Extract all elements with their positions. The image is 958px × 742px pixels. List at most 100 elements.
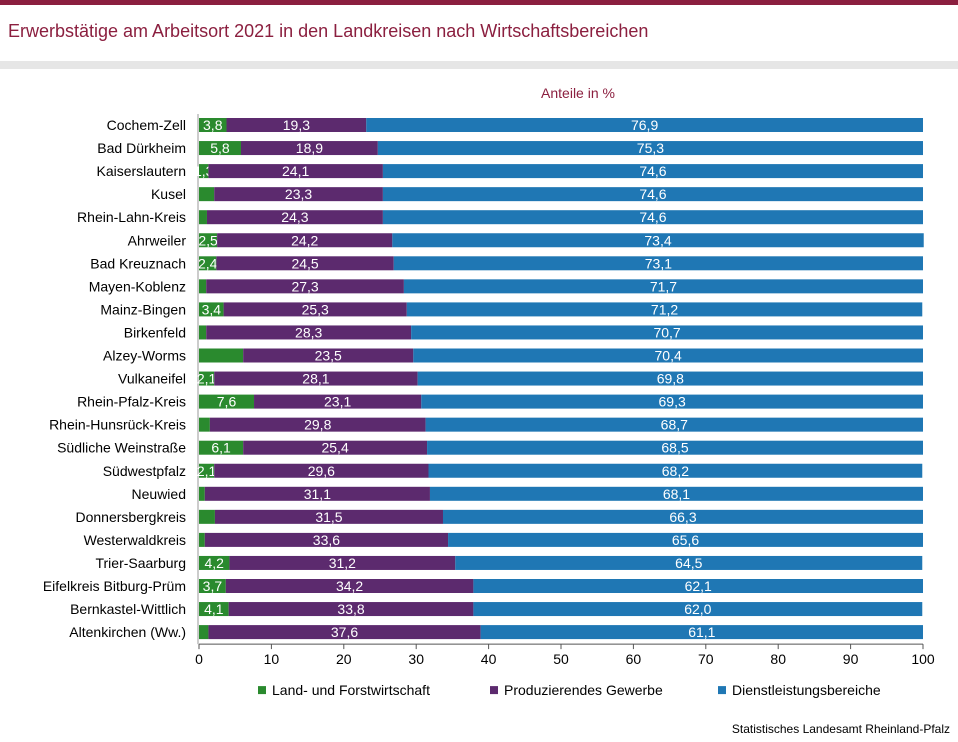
bar-segment xyxy=(382,164,923,179)
bar-segment xyxy=(208,164,383,179)
bar-segment xyxy=(199,555,230,570)
x-tick-label: 80 xyxy=(770,651,786,667)
bar-segment xyxy=(442,509,923,524)
data-label: 65,6 xyxy=(672,532,699,548)
data-label: 24,2 xyxy=(291,232,318,248)
data-label: 73,4 xyxy=(644,232,671,248)
legend-swatch xyxy=(258,686,266,695)
bar-segment xyxy=(427,440,923,455)
category-label: Rhein-Lahn-Kreis xyxy=(77,209,186,225)
bar-segment xyxy=(480,625,923,640)
x-tick-label: 60 xyxy=(626,651,642,667)
bar-segment xyxy=(411,325,923,340)
category-label: Bernkastel-Wittlich xyxy=(70,601,186,617)
x-tick-label: 90 xyxy=(843,651,859,667)
data-label: 19,3 xyxy=(283,117,310,133)
stacked-bar-chart: Anteile in % 0 10 20 30 40 50 60 70 80 90 100 Cochem… xyxy=(43,85,935,698)
bar-segment xyxy=(473,579,923,593)
data-label: 34,2 xyxy=(336,578,363,594)
bar-segment xyxy=(199,602,229,617)
data-label: 7,6 xyxy=(217,394,237,410)
bar-segment xyxy=(199,463,215,478)
bar-segment xyxy=(393,256,924,271)
bar-segment xyxy=(417,371,923,386)
bar-segment xyxy=(366,118,923,132)
bar-segment xyxy=(199,579,226,593)
bar-segment xyxy=(229,555,456,570)
data-label: 23,3 xyxy=(285,186,312,202)
data-label: 29,8 xyxy=(304,417,331,433)
x-tick-label: 100 xyxy=(911,651,935,667)
data-label: 29,6 xyxy=(308,463,335,479)
category-label: Bad Kreuznach xyxy=(90,255,186,271)
source-note: Statistisches Landesamt Rheinland-Pfalz xyxy=(731,722,950,736)
bar-segment xyxy=(199,371,215,386)
bar-segment xyxy=(382,210,923,225)
data-label: 70,4 xyxy=(655,348,682,364)
x-tick-label: 10 xyxy=(264,651,280,667)
data-label: 68,2 xyxy=(662,463,689,479)
category-label: Vulkaneifel xyxy=(118,371,186,387)
category-label: Birkenfeld xyxy=(124,324,186,340)
bar-segment xyxy=(204,486,430,501)
data-label: 33,6 xyxy=(313,532,340,548)
category-label: Eifelkreis Bitburg-Prüm xyxy=(43,578,186,594)
category-label: Mayen-Koblenz xyxy=(89,278,186,294)
bar-segment xyxy=(206,279,404,294)
chart-title: Erwerbstätige am Arbeitsort 2021 in den … xyxy=(8,21,649,41)
bar-segment xyxy=(216,256,394,271)
data-label: 2,4 xyxy=(198,255,218,271)
bar-segment xyxy=(421,394,923,409)
data-label: 4,2 xyxy=(204,555,224,571)
bar-segment xyxy=(377,141,923,156)
x-tick-label: 30 xyxy=(408,651,424,667)
bar-segment xyxy=(254,394,422,409)
data-label: 31,5 xyxy=(315,509,342,525)
bar-segment xyxy=(425,417,923,432)
data-label: 25,3 xyxy=(302,301,329,317)
bar-segment xyxy=(406,302,923,317)
data-label: 74,6 xyxy=(639,186,666,202)
category-label: Rhein-Hunsrück-Kreis xyxy=(49,417,186,433)
category-label: Westerwaldkreis xyxy=(84,532,186,548)
bar-segment xyxy=(199,233,218,248)
bar-segment xyxy=(243,348,414,363)
category-label: Altenkirchen (Ww.) xyxy=(69,624,186,640)
bar-segment xyxy=(199,302,224,317)
bar-segment xyxy=(199,187,215,202)
category-label: Ahrweiler xyxy=(128,232,187,248)
data-label: 25,4 xyxy=(321,440,348,456)
bar-segment xyxy=(199,164,209,179)
data-label: 6,1 xyxy=(211,440,231,456)
bar-segment xyxy=(199,279,207,294)
category-label: Bad Dürkheim xyxy=(97,140,186,156)
data-label: 68,1 xyxy=(663,486,690,502)
header-band xyxy=(0,61,958,69)
category-label: Südliche Weinstraße xyxy=(57,440,186,456)
data-label: 33,8 xyxy=(337,601,364,617)
data-label: 31,2 xyxy=(329,555,356,571)
data-label: 75,3 xyxy=(637,140,664,156)
data-label: 71,2 xyxy=(651,301,678,317)
category-label: Kaiserslautern xyxy=(97,163,187,179)
bar-segment xyxy=(226,118,367,132)
data-label: 28,1 xyxy=(302,371,329,387)
data-label: 68,5 xyxy=(661,440,688,456)
data-label: 62,1 xyxy=(685,578,712,594)
bar-segment xyxy=(199,348,244,363)
data-label: 70,7 xyxy=(653,324,680,340)
bar-segment xyxy=(199,394,255,409)
bar-segment xyxy=(428,463,923,478)
bar-segment xyxy=(243,440,428,455)
category-label: Alzey-Worms xyxy=(103,348,186,364)
legend-swatch xyxy=(490,686,498,695)
bar-segment xyxy=(206,210,383,225)
bar-segment xyxy=(199,625,209,640)
data-label: 69,3 xyxy=(659,394,686,410)
bar-segment xyxy=(429,486,923,501)
data-label: 3,7 xyxy=(203,578,223,594)
data-label: 18,9 xyxy=(296,140,323,156)
bar-segment xyxy=(217,233,393,248)
x-tick-label: 0 xyxy=(195,651,203,667)
bar-segment xyxy=(199,417,210,432)
